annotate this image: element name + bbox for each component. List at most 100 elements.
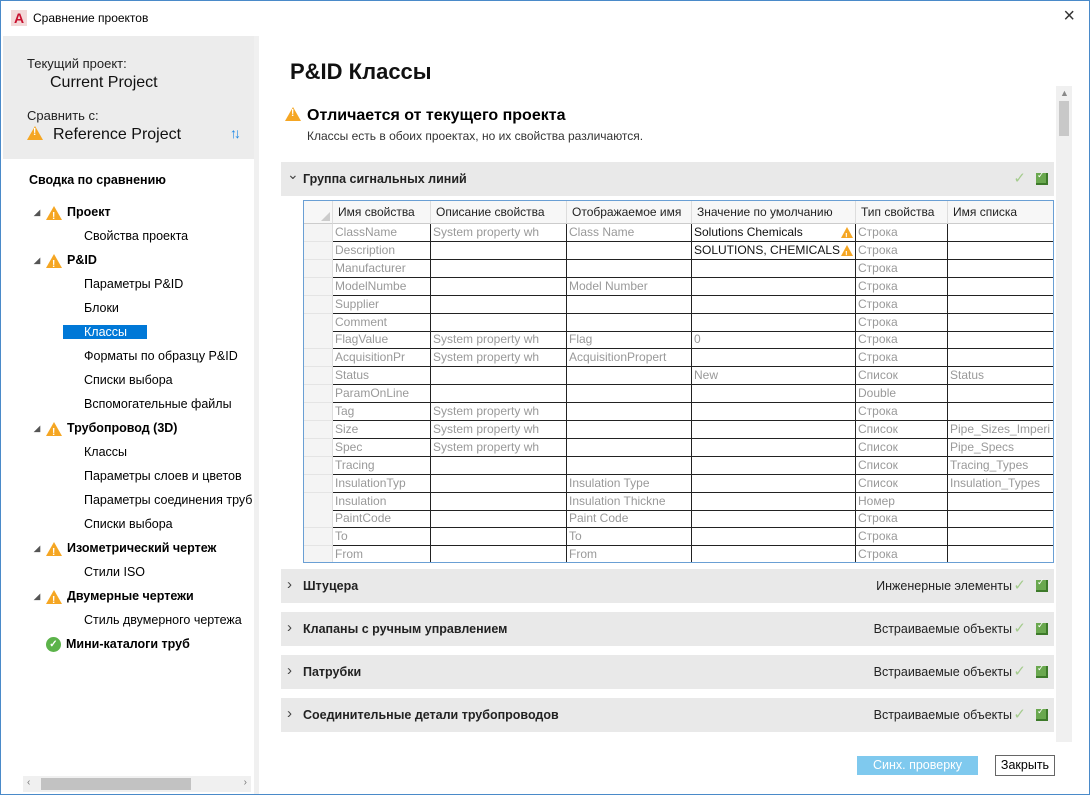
table-cell[interactable]: Строка [856, 241, 948, 260]
table-cell[interactable]: Список [856, 367, 948, 386]
tree-item[interactable]: Свойства проекта [84, 226, 188, 246]
table-cell[interactable] [567, 295, 692, 314]
table-cell[interactable] [431, 528, 567, 547]
tree-item[interactable]: Стиль двумерного чертежа [84, 610, 242, 630]
table-cell[interactable] [567, 313, 692, 332]
row-header[interactable] [304, 349, 333, 368]
table-row[interactable]: AcquisitionPr System property wh Acquisiti… [304, 349, 1053, 368]
chevron-right-icon[interactable]: › [287, 619, 292, 636]
table-row[interactable]: Manufacturer Строка [304, 259, 1053, 278]
table-cell[interactable]: Description [333, 241, 431, 260]
table-cell[interactable]: Строка [856, 259, 948, 278]
table-cell[interactable]: Tracing_Types [948, 457, 1053, 475]
scroll-thumb[interactable] [41, 778, 191, 790]
table-cell[interactable]: Строка [856, 277, 948, 296]
chevron-right-icon[interactable]: › [287, 576, 292, 593]
table-row[interactable]: Tracing Список Tracing_Types [304, 456, 1053, 475]
table-cell[interactable]: Class Name [567, 224, 692, 242]
table-cell[interactable]: Pipe_Specs [948, 439, 1053, 457]
table-cell[interactable]: System property wh [431, 403, 567, 421]
table-cell[interactable] [692, 295, 856, 314]
column-header[interactable]: Отображаемое имя [567, 201, 692, 224]
table-cell[interactable]: To [567, 528, 692, 547]
swap-projects-icon[interactable]: ↑↓ [230, 125, 241, 141]
table-row[interactable]: Spec System property wh Список Pipe_Specs [304, 438, 1053, 457]
row-header[interactable] [304, 510, 333, 529]
table-cell[interactable] [692, 510, 856, 529]
column-header[interactable]: Описание свойства [431, 201, 567, 224]
table-cell[interactable]: Список [856, 420, 948, 439]
row-header[interactable] [304, 385, 333, 404]
table-cell[interactable]: Список [856, 438, 948, 457]
table-cell[interactable] [431, 492, 567, 511]
expanded-arrow-icon[interactable]: ◢ [34, 208, 41, 217]
table-cell[interactable]: Insulation Type [567, 474, 692, 493]
table-cell[interactable] [948, 242, 1053, 260]
horizontal-scrollbar[interactable]: ‹ › [23, 776, 251, 792]
section-header[interactable]: › Соединительные детали трубопроводов Встр… [281, 698, 1054, 732]
table-cell[interactable]: From [333, 546, 431, 562]
table-cell[interactable]: Comment [333, 313, 431, 332]
section-header[interactable]: ⌄ Группа сигнальных линий ✓ [281, 162, 1054, 196]
table-cell[interactable] [692, 546, 856, 562]
column-header[interactable]: Значение по умолчанию [692, 201, 856, 224]
table-row[interactable]: Size System property wh Список Pipe_Sizes_I… [304, 420, 1053, 439]
table-cell[interactable] [431, 546, 567, 562]
table-cell[interactable]: To [333, 528, 431, 547]
table-cell[interactable] [948, 403, 1053, 421]
tree-item[interactable]: Параметры P&ID [84, 274, 183, 294]
tree-item[interactable]: ◢ Трубопровод (3D) [34, 418, 177, 443]
table-cell[interactable]: Status [948, 367, 1053, 386]
table-cell[interactable]: Строка [856, 349, 948, 368]
table-cell[interactable]: Model Number [567, 277, 692, 296]
table-row[interactable]: PaintCode Paint Code Строка [304, 510, 1053, 529]
tree-item[interactable]: ◢ Изометрический чертеж [34, 538, 216, 563]
table-cell[interactable]: System property wh [431, 224, 567, 242]
table-row[interactable]: ModelNumbe Model Number Строка [304, 277, 1053, 296]
table-row[interactable]: Status New Список Status [304, 367, 1053, 386]
table-cell[interactable]: PaintCode [333, 510, 431, 529]
tree-item[interactable]: Списки выбора [84, 514, 173, 534]
table-cell[interactable]: Insulation_Types [948, 475, 1053, 493]
table-cell[interactable] [431, 510, 567, 529]
table-cell[interactable] [948, 331, 1053, 350]
accept-document-icon[interactable] [1036, 620, 1048, 635]
table-cell[interactable] [431, 241, 567, 260]
table-cell[interactable] [567, 385, 692, 404]
table-cell[interactable]: Строка [856, 528, 948, 547]
table-cell[interactable]: Строка [856, 510, 948, 529]
column-header[interactable]: Тип свойства [856, 201, 948, 224]
table-cell[interactable]: Spec [333, 438, 431, 457]
sync-button[interactable]: Синх. проверку [857, 756, 978, 775]
close-icon[interactable]: × [1063, 5, 1075, 27]
table-cell[interactable] [431, 385, 567, 404]
table-cell[interactable]: Status [333, 367, 431, 386]
table-row[interactable]: Insulation Insulation Thickne Номер [304, 492, 1053, 511]
table-cell[interactable]: Tag [333, 403, 431, 421]
table-cell[interactable] [948, 546, 1053, 562]
tree-item[interactable]: Блоки [84, 298, 119, 318]
row-header[interactable] [304, 403, 333, 421]
tree-item[interactable]: Вспомогательные файлы [84, 394, 232, 414]
table-cell[interactable]: Paint Code [567, 510, 692, 529]
table-cell[interactable] [948, 278, 1053, 296]
expanded-arrow-icon[interactable]: ◢ [34, 256, 41, 265]
table-cell[interactable]: System property wh [431, 331, 567, 350]
vertical-scrollbar[interactable]: ▲ [1056, 86, 1072, 742]
tree-item[interactable]: ◢ Двумерные чертежи [34, 586, 194, 611]
table-row[interactable]: ParamOnLine Double [304, 385, 1053, 404]
chevron-down-icon[interactable]: ⌄ [287, 166, 299, 182]
table-cell[interactable]: Double [856, 385, 948, 404]
row-header[interactable] [304, 241, 333, 260]
tree-item[interactable]: Классы [84, 442, 127, 462]
table-row[interactable]: From From Строка [304, 546, 1053, 562]
table-cell[interactable]: Flag [567, 331, 692, 350]
table-cell[interactable] [692, 403, 856, 421]
table-row[interactable]: FlagValue System property wh Flag 0 Строка [304, 331, 1053, 350]
table-cell[interactable] [567, 420, 692, 439]
table-row[interactable]: Comment Строка [304, 313, 1053, 332]
table-cell[interactable] [692, 474, 856, 493]
table-row[interactable]: Supplier Строка [304, 295, 1053, 314]
table-cell[interactable]: ModelNumbe [333, 277, 431, 296]
table-cell[interactable] [431, 277, 567, 296]
